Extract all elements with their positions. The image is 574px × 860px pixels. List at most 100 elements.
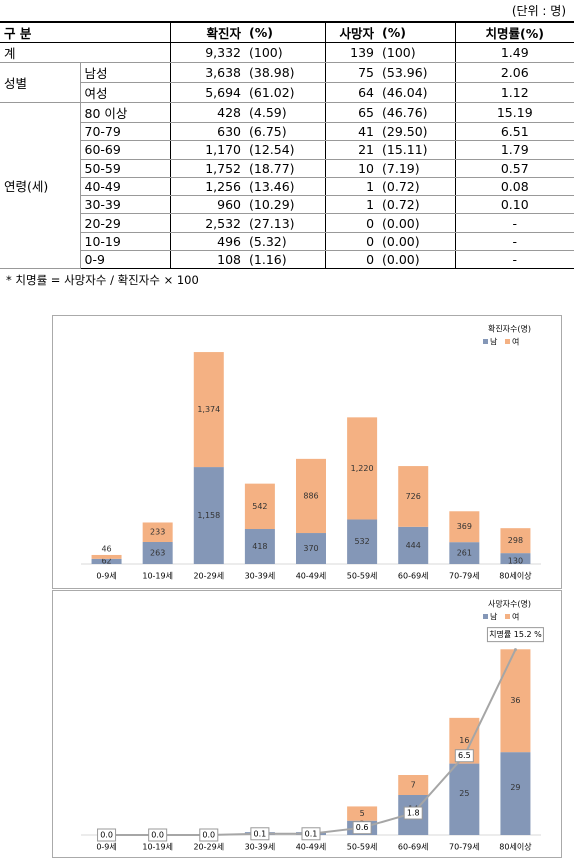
- legend-swatch: [505, 614, 510, 619]
- bar-segment: [449, 511, 480, 543]
- value-label: 6.5: [458, 751, 471, 760]
- line-point: [513, 648, 517, 652]
- value-label: 726: [406, 492, 421, 501]
- bar-segment: [398, 526, 429, 564]
- cell: 9,332: [170, 42, 246, 63]
- table: 구 분 확진자 (%) 사망자 (%) 치명률(%) 계 9,332 (100) 139 (100)…: [0, 21, 574, 270]
- x-tick-label: 80세이상: [499, 842, 532, 852]
- cell: 1,170: [170, 140, 246, 160]
- bar-segment: [500, 649, 531, 753]
- row: 10-19 496 (5.32) 0 (0.00) -: [0, 232, 574, 252]
- bar-segment: [398, 775, 429, 795]
- row: 40-49 1,256 (13.46) 1 (0.72) 0.08: [0, 177, 574, 197]
- x-tick-label: 20-29세: [193, 572, 224, 581]
- value-label: 886: [303, 491, 318, 500]
- cell: 496: [170, 232, 246, 252]
- bar-segment: [142, 522, 173, 542]
- cell: (1.16): [245, 250, 326, 270]
- cell: 41: [325, 122, 379, 142]
- value-label: 46: [101, 544, 111, 553]
- cell: 구 분: [0, 21, 171, 43]
- cell: (6.75): [245, 122, 326, 142]
- cell: (46.76): [378, 102, 456, 123]
- row: 30-39 960 (10.29) 1 (0.72) 0.10: [0, 195, 574, 215]
- cell: 3,638: [170, 62, 246, 83]
- cell: (%): [378, 21, 456, 43]
- x-tick-label: 70-79세: [449, 843, 480, 852]
- bar-segment: [449, 542, 480, 564]
- value-label: 0.1: [305, 829, 318, 838]
- cell: 108: [170, 250, 246, 270]
- x-tick-label: 40-49세: [296, 572, 327, 581]
- chart: 사망자수(명) 남 여 0-9세 10-19세 20-29세 30-39세 40-49세 50-…: [52, 590, 562, 858]
- bar-segment: [91, 558, 122, 564]
- cell: 1: [325, 177, 379, 197]
- cell: 20-29: [80, 213, 171, 233]
- cell: 630: [170, 122, 246, 142]
- value-label: 36: [510, 696, 520, 705]
- value-label: 418: [252, 542, 267, 551]
- value-label: 298: [508, 536, 523, 545]
- row: 50-59 1,752 (18.77) 10 (7.19) 0.57: [0, 159, 574, 178]
- cell: 21: [325, 140, 379, 160]
- cell: 50-59: [80, 159, 171, 178]
- cell: (0.72): [378, 177, 456, 197]
- cell: (0.72): [378, 195, 456, 215]
- value-label: 263: [150, 548, 165, 557]
- cell: (100): [378, 42, 456, 63]
- footnote: * 치명률 = 사망자수 / 확진자수 × 100: [6, 273, 199, 287]
- cell: 연령(세): [0, 102, 81, 270]
- value-label: 0.0: [202, 831, 215, 840]
- cell: -: [455, 250, 574, 270]
- cell: (7.19): [378, 159, 456, 178]
- x-tick-label: 0-9세: [96, 572, 116, 581]
- value-label: 1,158: [197, 511, 220, 520]
- value-label-box: [199, 828, 219, 842]
- row: 성별 남성 3,638 (38.98) 75 (53.96) 2.06: [0, 62, 574, 103]
- bar-segment: [500, 752, 531, 835]
- x-tick-label: 60-69세: [398, 572, 429, 581]
- bar-segment: [347, 519, 378, 564]
- x-tick-label: 0-9세: [96, 843, 116, 852]
- row: 계 9,332 (100) 139 (100) 1.49: [0, 42, 574, 63]
- cell: 428: [170, 102, 246, 123]
- cell: 1,752: [170, 159, 246, 178]
- cell: 60-69: [80, 140, 171, 160]
- cell: 0.10: [455, 195, 574, 215]
- cell: 40-49: [80, 177, 171, 197]
- value-label: 542: [252, 502, 267, 511]
- cell: 0-9: [80, 250, 171, 270]
- cell: 70-79: [80, 122, 171, 142]
- cell: (10.29): [245, 195, 326, 215]
- cell: (4.59): [245, 102, 326, 123]
- legend-label: 남: [490, 338, 498, 347]
- row: 여성 5,694 (61.02) 64 (46.04) 1.12: [0, 82, 574, 103]
- bar-segment: [244, 529, 275, 564]
- cell: 10: [325, 159, 379, 178]
- annotation-box: [486, 627, 544, 643]
- cell: -: [455, 232, 574, 252]
- value-label: 532: [354, 537, 369, 546]
- cell: 1: [325, 195, 379, 215]
- value-label: 25: [459, 789, 469, 798]
- value-label: 444: [406, 541, 421, 550]
- row: 20-29 2,532 (27.13) 0 (0.00) -: [0, 213, 574, 233]
- x-tick-label: 50-59세: [347, 572, 378, 581]
- value-label: 29: [510, 783, 520, 792]
- cell: 남성: [80, 62, 171, 83]
- value-label: 62: [101, 557, 111, 566]
- row: 구 분 확진자 (%) 사망자 (%) 치명률(%): [0, 21, 574, 43]
- value-label: 1.8: [407, 809, 420, 818]
- cell: 30-39: [80, 195, 171, 215]
- bar-segment: [500, 553, 531, 564]
- cell: 1.12: [455, 82, 574, 103]
- chart-title: 확진자수(명): [488, 324, 531, 334]
- bar-segment: [398, 466, 429, 527]
- cell: 80 이상: [80, 102, 171, 123]
- value-label-box: [352, 821, 372, 835]
- cell: (15.11): [378, 140, 456, 160]
- value-label: 0.1: [254, 829, 267, 838]
- chart-title: 사망자수(명): [488, 599, 531, 609]
- bar-segment: [193, 467, 224, 564]
